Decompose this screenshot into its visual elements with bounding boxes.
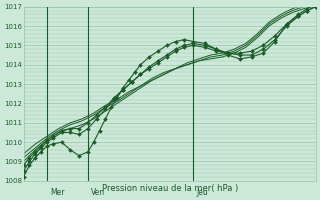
- Text: Ven: Ven: [91, 188, 105, 197]
- Text: Mer: Mer: [50, 188, 64, 197]
- X-axis label: Pression niveau de la mer( hPa ): Pression niveau de la mer( hPa ): [101, 184, 238, 193]
- Text: Jeu: Jeu: [196, 188, 208, 197]
